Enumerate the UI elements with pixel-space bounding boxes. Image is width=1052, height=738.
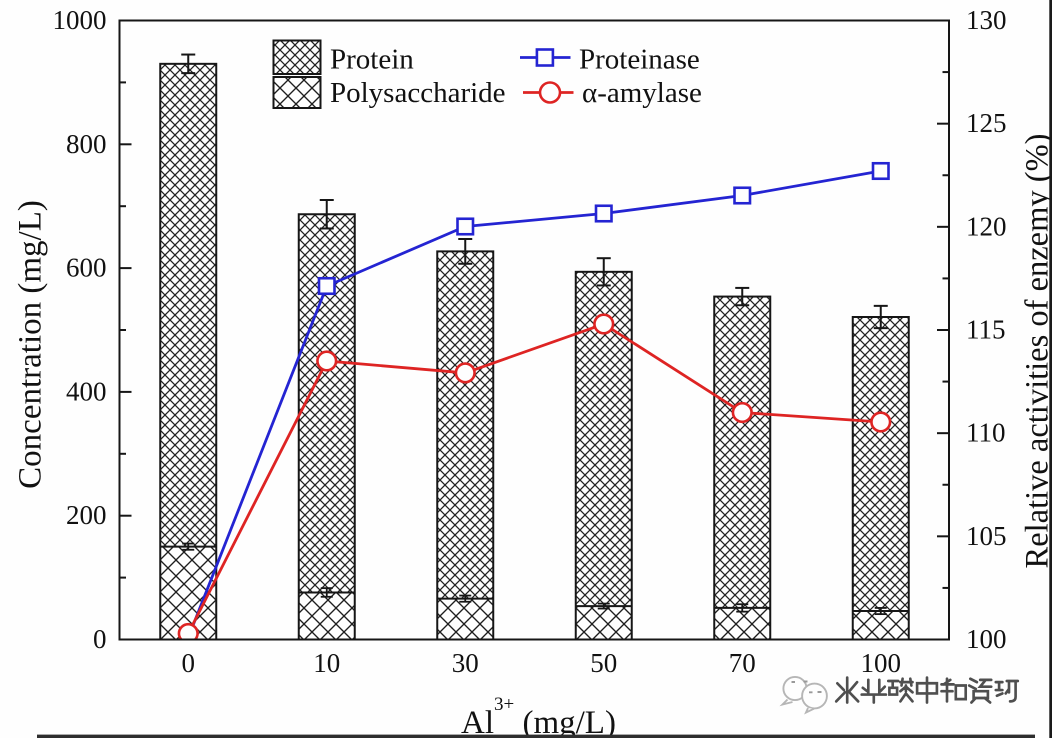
svg-text:1000: 1000 [53, 5, 107, 35]
svg-text:400: 400 [66, 376, 107, 406]
svg-text:10: 10 [313, 648, 340, 678]
svg-text:110: 110 [966, 418, 1006, 448]
svg-text:Relative activities of enzemy: Relative activities of enzemy (%) [1020, 134, 1052, 569]
svg-text:30: 30 [452, 648, 479, 678]
svg-text:100: 100 [861, 648, 902, 678]
svg-text:50: 50 [590, 648, 617, 678]
svg-text:120: 120 [966, 211, 1007, 241]
svg-text:125: 125 [966, 108, 1007, 138]
svg-text:Protein: Protein [330, 44, 414, 76]
svg-text:130: 130 [966, 5, 1007, 35]
svg-text:Proteinase: Proteinase [579, 44, 700, 76]
svg-text:0: 0 [182, 648, 196, 678]
svg-text:Concentration (mg/L): Concentration (mg/L) [13, 200, 49, 489]
svg-text:100: 100 [966, 624, 1007, 654]
svg-text:0: 0 [93, 624, 107, 654]
svg-text:800: 800 [66, 129, 107, 159]
svg-text:105: 105 [966, 521, 1007, 551]
svg-text:115: 115 [966, 315, 1006, 345]
svg-text:600: 600 [66, 253, 107, 283]
svg-text:70: 70 [729, 648, 756, 678]
svg-text:Polysaccharide: Polysaccharide [330, 77, 506, 109]
svg-text:200: 200 [66, 500, 107, 530]
svg-text:α-amylase: α-amylase [582, 77, 702, 109]
